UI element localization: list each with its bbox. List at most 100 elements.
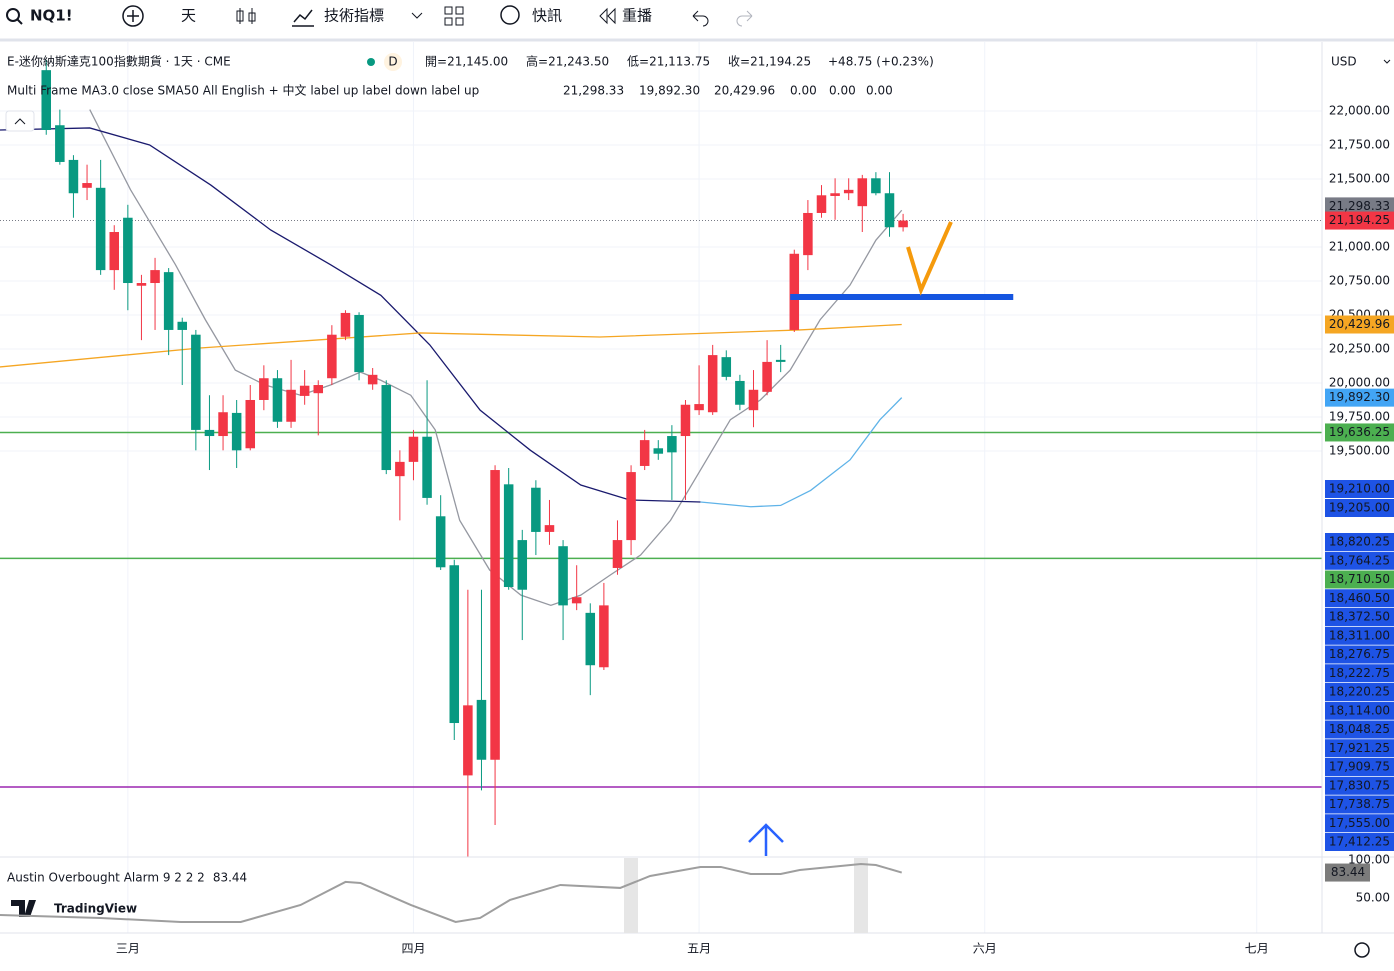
- price-label: 20,429.96: [1329, 317, 1390, 331]
- price-label: 19,892.30: [1329, 390, 1390, 404]
- y-tick-label: 20,250.00: [1329, 341, 1390, 355]
- x-tick-label: 四月: [401, 942, 425, 956]
- y-tick-label: 100.00: [1348, 852, 1390, 866]
- y-tick-label: 21,500.00: [1329, 171, 1390, 185]
- candle-body: [843, 189, 854, 194]
- candle-body: [231, 412, 242, 451]
- y-tick-label: 22,000.00: [1329, 103, 1390, 117]
- highlight-band: [854, 858, 868, 933]
- ohlc-label: 開=: [425, 55, 447, 69]
- symbol[interactable]: NQ1!: [30, 7, 73, 25]
- candle-body: [571, 597, 582, 604]
- candle-body: [884, 193, 895, 228]
- candle-body: [558, 546, 568, 606]
- price-label-bg: [1325, 776, 1394, 795]
- indicator-value: 0.00: [829, 84, 856, 98]
- dropdown-icon[interactable]: [411, 12, 423, 19]
- x-tick-label: 六月: [973, 942, 997, 956]
- interval[interactable]: 天: [181, 7, 196, 25]
- search-icon[interactable]: [6, 8, 20, 22]
- candle-body: [707, 355, 718, 413]
- candle-body: [68, 159, 79, 194]
- candle-body: [830, 193, 840, 196]
- chart-type-icon[interactable]: [236, 8, 256, 24]
- ohlc-value: 21,145.00: [447, 55, 508, 69]
- candle-body: [490, 470, 500, 760]
- price-label-bg: [1325, 814, 1394, 833]
- candle-body: [803, 212, 813, 256]
- ma-line: [0, 323, 902, 368]
- toolbar: NQ1! 天 技術指標 快訊 重播: [0, 5, 1394, 42]
- replay-button[interactable]: 重播: [622, 7, 652, 25]
- price-label: 18,460.50: [1329, 591, 1390, 605]
- x-tick-label: 三月: [116, 942, 140, 956]
- alerts-button[interactable]: 快訊: [532, 7, 562, 25]
- indicator-value: 19,892.30: [639, 84, 700, 98]
- price-label-bg: [1325, 589, 1394, 608]
- candle-body: [41, 70, 52, 131]
- highlight-band: [624, 858, 638, 933]
- collapse-icon: [14, 118, 26, 125]
- candle-body: [612, 540, 623, 568]
- ohlc-label: 低=: [627, 55, 649, 69]
- candle-body: [585, 612, 596, 666]
- ma-line: [700, 397, 903, 508]
- layout-icon[interactable]: [444, 6, 464, 26]
- oscillator-value: 83.44: [213, 871, 247, 885]
- badge: D: [388, 55, 397, 69]
- candle-body: [218, 412, 228, 437]
- candle-body: [272, 378, 283, 422]
- price-label-bg: [1325, 211, 1394, 230]
- price-label-bg: [1325, 197, 1394, 216]
- ohlc-value: 21,113.75: [649, 55, 710, 69]
- candle-body: [735, 380, 745, 405]
- candle-body: [653, 448, 664, 454]
- indicator-name: Multi Frame MA3.0 close SMA50 All Englis…: [7, 83, 479, 98]
- candle-body: [667, 436, 677, 453]
- indicator-value: 21,298.33: [563, 84, 624, 98]
- price-label-bg: [1325, 645, 1394, 664]
- candle-body: [721, 357, 732, 377]
- price-label: 18,048.25: [1329, 722, 1390, 736]
- price-label: 19,636.25: [1329, 425, 1390, 439]
- price-label-bg: [1325, 720, 1394, 739]
- redo-icon[interactable]: [736, 10, 753, 27]
- currency-dropdown[interactable]: [1383, 59, 1391, 64]
- candle-body: [789, 253, 800, 330]
- candle-body: [599, 605, 609, 668]
- add-symbol[interactable]: [122, 5, 144, 27]
- candle-body: [177, 321, 188, 330]
- candle-body: [55, 125, 65, 162]
- price-label: 21,194.25: [1329, 213, 1390, 227]
- price-label-bg: [1325, 551, 1394, 570]
- replay-icon: [599, 7, 616, 25]
- alert-icon: [500, 5, 520, 25]
- logo-icon: [11, 900, 36, 917]
- candle-body: [381, 385, 392, 471]
- price-label: 17,412.25: [1329, 835, 1390, 849]
- ohlc-value: 21,243.50: [548, 55, 609, 69]
- indicator-value: 0.00: [790, 84, 817, 98]
- price-label-bg: [1325, 608, 1394, 626]
- ma-line: [0, 127, 701, 503]
- undo-icon[interactable]: [692, 10, 709, 27]
- price-label: 18,222.75: [1329, 666, 1390, 680]
- candle-body: [544, 525, 555, 532]
- badge-bg: [384, 53, 402, 71]
- collapse-button[interactable]: [5, 110, 35, 132]
- price-label: 18,710.50: [1329, 572, 1390, 586]
- candle-body: [163, 272, 174, 330]
- indicators-button[interactable]: 技術指標: [324, 7, 384, 25]
- candle-body: [123, 217, 133, 284]
- candle-body: [762, 361, 772, 392]
- price-label: 18,764.25: [1329, 553, 1390, 567]
- price-label: 18,276.75: [1329, 647, 1390, 661]
- price-label-bg: [1325, 499, 1394, 517]
- ohlc-label: 收=: [728, 55, 750, 69]
- currency[interactable]: USD: [1331, 55, 1357, 69]
- candle-body: [259, 378, 269, 400]
- ohlc-label: 高=: [526, 54, 548, 69]
- settings-icon[interactable]: [1354, 942, 1370, 958]
